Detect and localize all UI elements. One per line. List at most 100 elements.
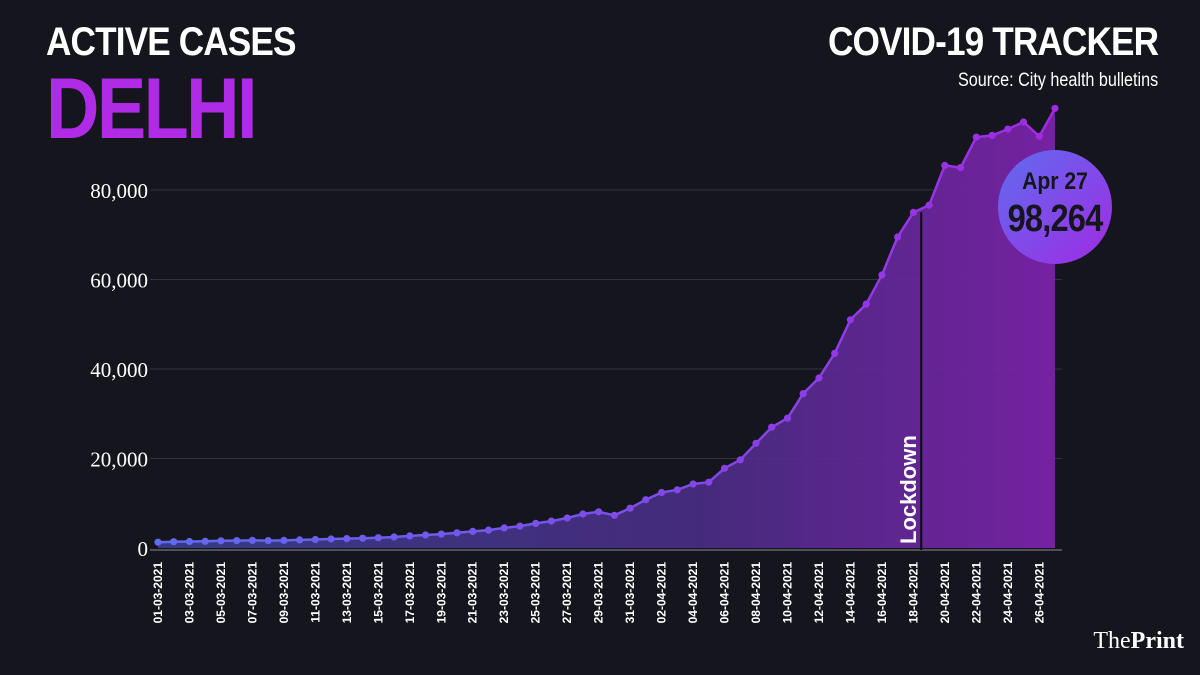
data-point (783, 414, 792, 422)
data-point (610, 511, 619, 519)
data-point (217, 537, 225, 545)
x-tick-label: 10-04-2021 (780, 562, 794, 624)
data-point (988, 131, 996, 139)
y-tick-label: 80,000 (90, 179, 148, 203)
x-tick-label: 01-03-2021 (151, 562, 165, 624)
data-point (579, 510, 587, 518)
data-point (170, 538, 178, 546)
data-point (595, 508, 603, 516)
logo-name: Print (1130, 628, 1184, 654)
x-tick-label: 26-04-2021 (1032, 562, 1046, 624)
latest-value-callout: Apr 27 98,264 (998, 150, 1112, 264)
data-point (925, 201, 933, 209)
data-point (201, 537, 209, 545)
source-note: Source: City health bulletins (957, 70, 1158, 91)
data-point (1051, 104, 1059, 112)
data-point (359, 534, 367, 542)
data-point (233, 537, 241, 545)
x-tick-label: 22-04-2021 (969, 562, 983, 624)
data-point (705, 478, 713, 486)
publisher-logo: ThePrint (1093, 628, 1184, 655)
x-tick-label: 09-03-2021 (277, 562, 291, 624)
data-point (768, 423, 776, 431)
data-point (406, 532, 414, 540)
x-tick-label: 23-03-2021 (497, 562, 511, 624)
data-point (846, 316, 855, 324)
data-point (972, 133, 980, 141)
data-point (720, 464, 729, 472)
data-point (815, 374, 823, 382)
data-point (453, 529, 461, 537)
tracker-block: COVID-19 TRACKER Source: City health bul… (783, 20, 1159, 92)
data-point (185, 537, 194, 546)
x-tick-label: 13-03-2021 (340, 562, 354, 624)
x-tick-label: 21-03-2021 (466, 562, 480, 624)
x-tick-label: 11-03-2021 (308, 562, 322, 623)
x-tick-label: 27-03-2021 (560, 562, 574, 624)
data-point (941, 161, 949, 169)
data-point (327, 535, 335, 543)
tracker-title: COVID-19 TRACKER (827, 20, 1159, 64)
data-point (532, 519, 540, 528)
callout-value: 98,264 (1007, 198, 1104, 240)
y-tick-label: 20,000 (90, 448, 148, 472)
data-point (264, 537, 272, 545)
data-point (311, 535, 319, 544)
x-tick-label: 29-03-2021 (592, 562, 606, 624)
x-tick-label: 06-04-2021 (718, 562, 732, 624)
y-tick-label: 60,000 (90, 269, 148, 293)
data-point (799, 390, 807, 398)
data-point (1004, 125, 1012, 133)
data-point (673, 486, 681, 494)
series-line (157, 107, 1057, 544)
data-point (878, 271, 886, 279)
data-point (831, 349, 839, 357)
x-tick-label: 19-03-2021 (434, 562, 448, 624)
x-tick-label: 17-03-2021 (403, 562, 417, 624)
data-point (658, 488, 666, 497)
chart-title: DELHI (46, 61, 258, 157)
x-tick-label: 15-03-2021 (371, 562, 385, 624)
x-tick-label: 04-04-2021 (686, 562, 700, 624)
y-tick-label: 40,000 (90, 358, 148, 382)
data-point (642, 496, 650, 504)
data-point (957, 164, 965, 172)
x-tick-label: 05-03-2021 (214, 562, 228, 624)
x-tick-label: 03-03-2021 (182, 562, 196, 624)
data-point (154, 538, 162, 546)
data-point (248, 536, 256, 545)
y-tick-label: 0 (138, 537, 149, 561)
data-point (484, 526, 493, 534)
data-point (547, 517, 556, 525)
lockdown-label: Lockdown (896, 435, 921, 544)
area-fill (158, 108, 1055, 549)
x-tick-label: 08-04-2021 (749, 562, 763, 624)
x-tick-label: 16-04-2021 (875, 562, 889, 624)
x-tick-label: 12-04-2021 (812, 562, 826, 624)
data-point (516, 522, 524, 530)
data-point (626, 504, 634, 512)
chart-subtitle: ACTIVE CASES (46, 20, 296, 64)
data-point (689, 480, 697, 488)
data-point (437, 530, 445, 538)
data-point (280, 536, 288, 545)
x-tick-label: 25-03-2021 (529, 562, 543, 624)
data-point (1019, 118, 1028, 126)
x-tick-label: 02-04-2021 (655, 562, 669, 624)
data-point (374, 534, 382, 542)
data-point (1035, 132, 1043, 140)
title-block: ACTIVE CASES DELHI (46, 22, 330, 152)
data-point (500, 524, 508, 532)
data-point (390, 533, 398, 541)
x-tick-label: 24-04-2021 (1001, 562, 1015, 624)
data-point (469, 527, 477, 536)
x-tick-label: 07-03-2021 (245, 562, 259, 624)
data-point (909, 208, 918, 216)
data-point (563, 514, 571, 522)
x-tick-label: 31-03-2021 (623, 562, 637, 624)
callout-date: Apr 27 (1022, 168, 1088, 195)
data-point (343, 535, 351, 543)
data-point (894, 233, 902, 241)
logo-prefix: The (1093, 628, 1131, 654)
